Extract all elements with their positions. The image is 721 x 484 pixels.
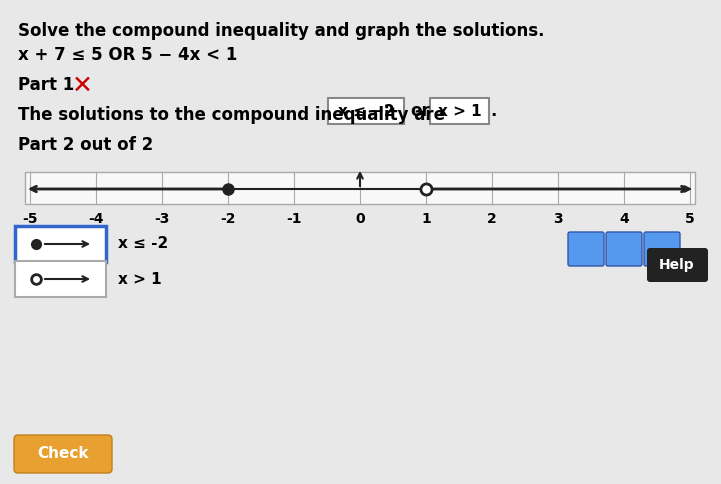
FancyBboxPatch shape (430, 98, 489, 124)
Text: 2: 2 (487, 212, 497, 226)
Text: 3: 3 (553, 212, 563, 226)
FancyBboxPatch shape (606, 232, 642, 266)
Text: x > 1: x > 1 (118, 272, 162, 287)
Text: -5: -5 (22, 212, 37, 226)
Text: -3: -3 (154, 212, 169, 226)
Text: x > 1: x > 1 (438, 104, 482, 119)
Text: 4: 4 (619, 212, 629, 226)
FancyBboxPatch shape (25, 172, 695, 204)
FancyBboxPatch shape (647, 248, 708, 282)
Text: -4: -4 (88, 212, 104, 226)
Text: .: . (490, 102, 496, 120)
Text: x ≤ -2: x ≤ -2 (118, 237, 168, 252)
Text: Part 1: Part 1 (18, 76, 74, 94)
FancyBboxPatch shape (644, 232, 680, 266)
Text: x + 7 ≤ 5 OR 5 − 4x < 1: x + 7 ≤ 5 OR 5 − 4x < 1 (18, 46, 237, 64)
FancyBboxPatch shape (568, 232, 604, 266)
Text: Check: Check (37, 447, 89, 462)
FancyBboxPatch shape (15, 226, 106, 262)
Text: -2: -2 (220, 212, 236, 226)
FancyBboxPatch shape (328, 98, 404, 124)
Text: 0: 0 (355, 212, 365, 226)
Text: x ≤ −2: x ≤ −2 (337, 104, 394, 119)
Text: Part 2 out of 2: Part 2 out of 2 (18, 136, 154, 154)
FancyBboxPatch shape (15, 261, 106, 297)
Text: 1: 1 (421, 212, 431, 226)
Text: 5: 5 (685, 212, 695, 226)
Text: -1: -1 (286, 212, 302, 226)
Text: Help: Help (659, 258, 695, 272)
Text: Solve the compound inequality and graph the solutions.: Solve the compound inequality and graph … (18, 22, 544, 40)
FancyBboxPatch shape (14, 435, 112, 473)
Text: ✕: ✕ (72, 74, 93, 98)
Text: or: or (410, 102, 430, 120)
Text: The solutions to the compound inequality are: The solutions to the compound inequality… (18, 106, 445, 124)
